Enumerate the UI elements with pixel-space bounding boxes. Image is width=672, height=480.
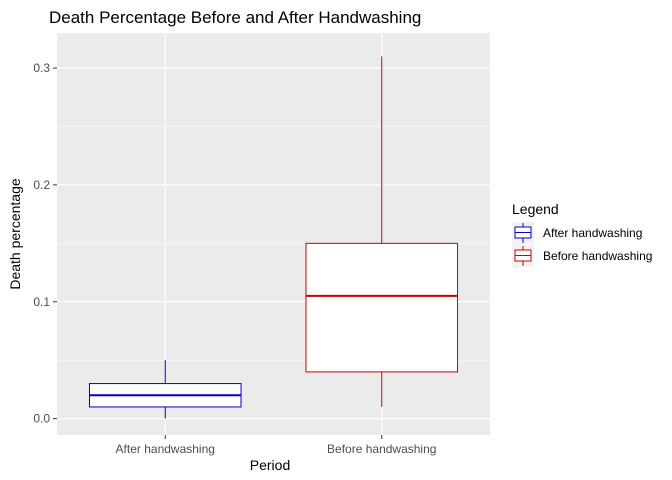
y-axis-title: Death percentage xyxy=(7,178,23,290)
legend-title: Legend xyxy=(512,201,559,217)
x-tick-label: Before handwashing xyxy=(327,442,436,456)
legend-label: Before handwashing xyxy=(543,249,652,263)
chart-title: Death Percentage Before and After Handwa… xyxy=(49,8,421,27)
y-tick-label: 0.1 xyxy=(33,295,50,309)
y-tick-label: 0.2 xyxy=(33,178,50,192)
box-layer xyxy=(88,56,459,419)
box-body xyxy=(305,242,459,373)
legend-key xyxy=(512,245,534,267)
legend: Legend After handwashing Before handwashi… xyxy=(512,201,652,267)
box-before-handwashing xyxy=(305,56,459,407)
plot-panel xyxy=(57,33,490,435)
box-after-handwashing xyxy=(88,360,242,419)
y-tick-label: 0.0 xyxy=(33,412,50,426)
y-tick-label: 0.3 xyxy=(33,61,50,75)
legend-label: After handwashing xyxy=(543,226,642,240)
x-tick-label: After handwashing xyxy=(116,442,215,456)
x-axis-title: Period xyxy=(250,457,290,473)
axis-layer: 0.0 0.1 0.2 0.3 After handwashing Before hand… xyxy=(33,61,436,456)
legend-key xyxy=(512,222,534,244)
